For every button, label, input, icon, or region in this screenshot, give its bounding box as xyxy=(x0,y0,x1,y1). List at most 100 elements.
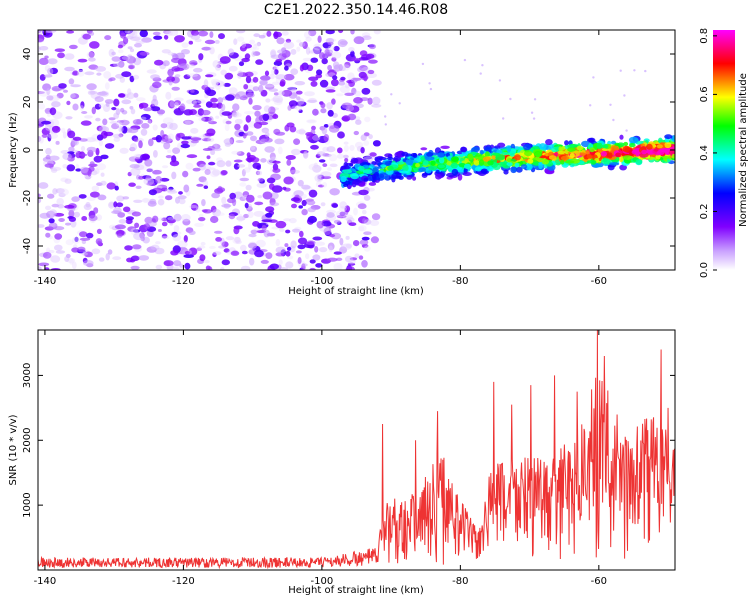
heatmap-noise-blob xyxy=(337,131,345,139)
heatmap-noise-blob xyxy=(316,151,326,157)
heatmap-noise-blob xyxy=(207,137,215,142)
heatmap-noise-blob xyxy=(310,48,321,55)
heatmap-sparse-dot xyxy=(625,129,628,132)
heatmap-noise-blob xyxy=(41,127,51,135)
heatmap-noise-blob xyxy=(255,170,261,176)
heatmap-noise-blob xyxy=(166,215,174,221)
heatmap-noise-blob xyxy=(234,118,243,125)
heatmap-noise-blob xyxy=(339,237,344,246)
heatmap-echo-blob xyxy=(567,147,576,152)
heatmap-noise-blob xyxy=(102,118,108,126)
heatmap-noise-blob xyxy=(57,52,65,59)
heatmap-noise-blob xyxy=(128,65,134,69)
heatmap-noise-blob xyxy=(140,236,145,242)
heatmap-sparse-dot xyxy=(384,115,387,118)
heatmap-noise-blob xyxy=(262,113,270,122)
heatmap-noise-blob xyxy=(338,30,344,34)
heatmap-noise-blob xyxy=(116,120,125,124)
heatmap-noise-blob xyxy=(326,257,338,262)
heatmap-noise-blob xyxy=(77,58,88,63)
heatmap-echo-blob xyxy=(589,147,595,153)
heatmap-noise-blob xyxy=(175,52,186,60)
heatmap-noise-blob xyxy=(107,249,113,255)
heatmap-noise-blob xyxy=(68,78,75,85)
heatmap-noise-blob xyxy=(220,103,226,112)
heatmap-noise-blob xyxy=(53,212,65,217)
heatmap-noise-blob xyxy=(305,36,312,42)
heatmap-noise-blob xyxy=(291,105,298,110)
heatmap-sparse-dot xyxy=(481,63,484,67)
heatmap-noise-blob xyxy=(212,252,217,258)
heatmap-noise-blob xyxy=(340,76,346,81)
heatmap-noise-blob xyxy=(134,222,140,228)
heatmap-noise-blob xyxy=(364,219,372,225)
heatmap-echo-blob xyxy=(369,152,377,157)
heatmap-noise-blob xyxy=(225,160,232,167)
heatmap-noise-blob xyxy=(153,150,158,158)
heatmap-echo-blob xyxy=(671,153,675,159)
heatmap-echo-blob xyxy=(646,143,653,150)
heatmap-echo-blob xyxy=(377,156,387,161)
x-tick-label: -120 xyxy=(172,576,195,587)
heatmap-noise-blob xyxy=(289,217,297,224)
heatmap-noise-blob xyxy=(56,92,64,99)
heatmap-noise-blob xyxy=(155,176,163,184)
heatmap-noise-blob xyxy=(250,145,256,151)
heatmap-sparse-dot xyxy=(398,102,401,105)
heatmap-noise-blob xyxy=(68,146,75,152)
heatmap-noise-blob xyxy=(133,232,145,241)
heatmap-noise-blob xyxy=(96,163,107,171)
heatmap-noise-blob xyxy=(217,97,224,104)
heatmap-echo-blob xyxy=(579,152,586,156)
heatmap-noise-blob xyxy=(290,166,296,175)
heatmap-echo-blob xyxy=(401,151,409,157)
heatmap-noise-blob xyxy=(89,90,98,95)
heatmap-noise-blob xyxy=(308,30,317,37)
heatmap-noise-blob xyxy=(139,102,149,109)
heatmap-noise-blob xyxy=(233,159,243,163)
heatmap-echo-blob xyxy=(641,149,647,155)
heatmap-noise-blob xyxy=(201,109,211,116)
heatmap-noise-blob xyxy=(273,69,279,75)
heatmap-noise-blob xyxy=(46,247,51,254)
heatmap-noise-blob xyxy=(317,35,322,43)
heatmap-noise-blob xyxy=(196,183,204,187)
heatmap-noise-blob xyxy=(188,230,196,235)
heatmap-noise-blob xyxy=(139,30,148,38)
heatmap-noise-blob xyxy=(127,171,132,177)
heatmap-noise-blob xyxy=(48,249,55,254)
heatmap-noise-blob xyxy=(167,51,174,56)
heatmap-noise-blob xyxy=(265,252,273,259)
heatmap-echo-blob xyxy=(668,151,675,155)
heatmap-noise-blob xyxy=(116,195,125,202)
heatmap-noise-blob xyxy=(312,164,322,173)
heatmap-noise-blob xyxy=(283,41,295,49)
heatmap-noise-blob xyxy=(296,46,301,52)
heatmap-noise-blob xyxy=(95,117,101,122)
heatmap-noise-blob xyxy=(323,124,329,128)
heatmap-noise-blob xyxy=(58,188,69,196)
heatmap-noise-blob xyxy=(165,91,172,100)
heatmap-noise-blob xyxy=(269,263,279,270)
heatmap-noise-blob xyxy=(166,76,176,83)
heatmap-noise-blob xyxy=(69,44,78,50)
heatmap-noise-blob xyxy=(243,84,249,90)
heatmap-noise-blob xyxy=(359,239,369,246)
heatmap-sparse-dot xyxy=(609,103,612,107)
heatmap-echo-blob xyxy=(503,169,509,175)
heatmap-noise-blob xyxy=(48,218,55,224)
heatmap-noise-blob xyxy=(269,183,275,190)
heatmap-noise-blob xyxy=(306,99,318,103)
heatmap-echo-blob xyxy=(515,166,523,173)
heatmap-noise-blob xyxy=(210,97,218,103)
heatmap-noise-blob xyxy=(265,83,275,90)
heatmap-noise-blob xyxy=(163,30,171,35)
heatmap-noise-blob xyxy=(190,203,199,211)
heatmap-noise-blob xyxy=(171,57,182,64)
heatmap-noise-blob xyxy=(343,154,349,159)
heatmap-noise-blob xyxy=(167,217,174,221)
heatmap-echo-blob xyxy=(484,146,493,151)
colorbar-tick-label: 0.6 xyxy=(699,86,710,102)
heatmap-noise-blob xyxy=(256,165,261,171)
heatmap-noise-blob xyxy=(152,94,157,102)
